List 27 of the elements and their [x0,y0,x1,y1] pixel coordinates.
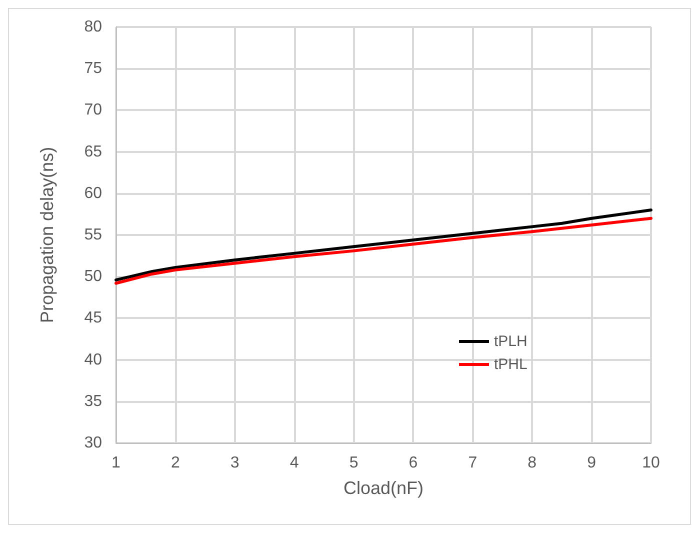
y-tick-label: 45 [84,310,102,327]
legend-label: tPLH [494,333,528,350]
x-tick-label: 6 [408,454,418,472]
y-tick-label: 60 [84,184,102,202]
y-tick-label: 30 [84,434,102,452]
line-series [114,216,652,285]
y-tick-label: 40 [84,351,102,368]
y-axis-title: Propagation delay(ns) [37,146,57,324]
x-tick-label: 7 [468,454,478,472]
y-tick-label: 55 [84,226,102,244]
x-tick-label: 4 [290,454,299,472]
y-tick-label: 50 [84,268,102,286]
x-tick-label: 8 [528,454,537,472]
x-tick-label: 9 [587,454,596,472]
x-tick-label: 5 [349,454,358,472]
x-axis-title: Cload(nF) [343,478,424,498]
legend-label: tPHL [494,356,528,373]
y-tick-label: 80 [84,18,102,36]
y-tick-label: 65 [84,143,102,160]
y-tick-label: 75 [84,60,102,78]
x-tick-label: 10 [642,454,660,472]
y-tick-label: 35 [84,392,102,410]
x-tick-label: 2 [170,454,180,472]
line-series [114,208,652,282]
y-tick-label: 70 [84,102,102,119]
x-tick-label: 1 [112,454,121,472]
x-tick-label: 3 [230,454,240,472]
